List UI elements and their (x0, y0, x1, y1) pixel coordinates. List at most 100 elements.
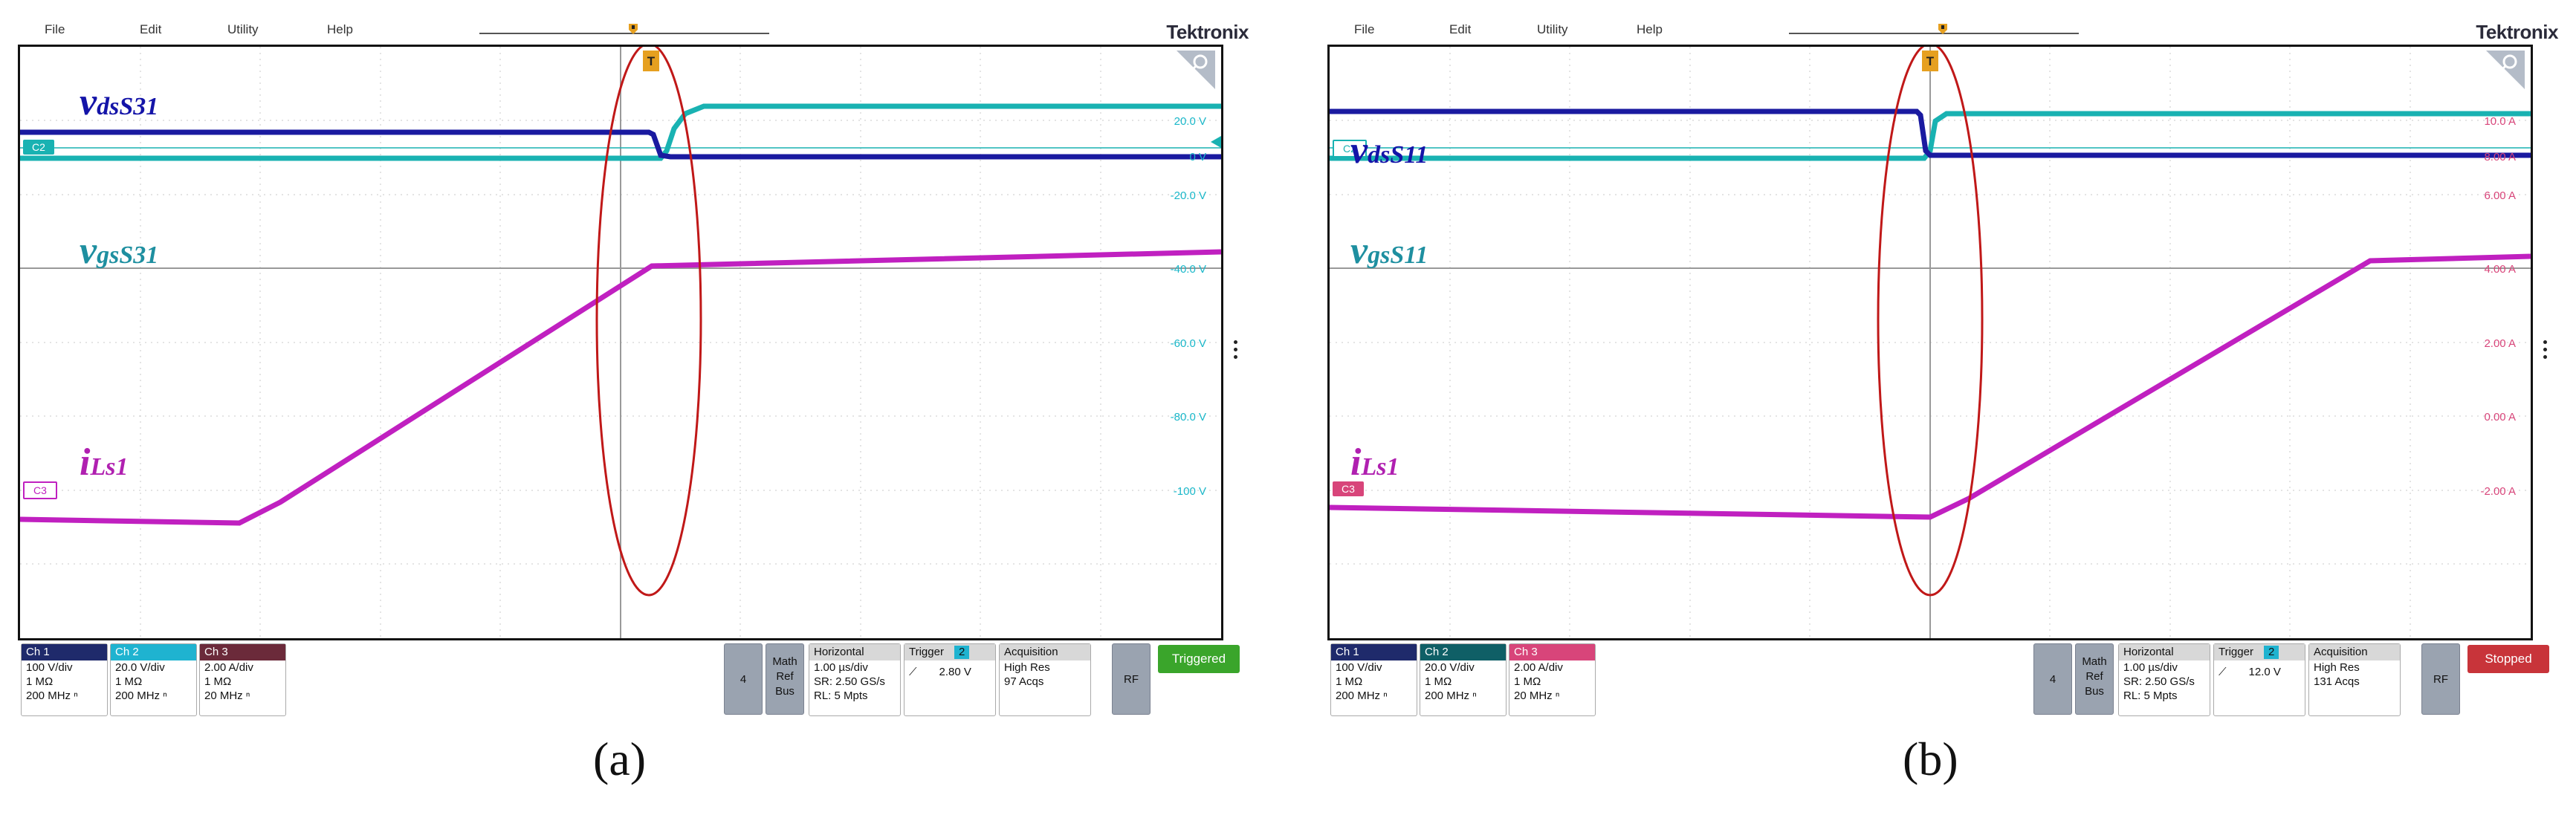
kebab-dot-1[interactable] (2543, 340, 2547, 344)
ch3-title: Ch 3 (200, 644, 285, 660)
math-ref-bus-button[interactable]: Math Ref Bus (766, 643, 804, 715)
ch2-title: Ch 2 (1420, 644, 1506, 660)
scale-label-1: 10.0 A (2484, 115, 2516, 128)
waveform-screen[interactable]: T C2 C3 20.0 V -20.0 V -40.0 V -60.0 V -… (18, 45, 1223, 640)
math-label: Math (772, 655, 797, 668)
acquisition-status-button[interactable]: Stopped (2467, 645, 2549, 673)
label-vgs: vgsS11 (1350, 230, 1428, 272)
label-vds: vdsS11 (1350, 129, 1428, 172)
kebab-dot-2[interactable] (2543, 348, 2547, 351)
ch3-trace (20, 249, 1221, 526)
ch3-settings[interactable]: Ch 3 2.00 A/div 1 MΩ 20 MHz ⁿ (199, 643, 286, 716)
record-view-bar[interactable] (1789, 33, 2079, 34)
channel-4-button[interactable]: 4 (724, 643, 763, 715)
ch1-title: Ch 1 (22, 644, 107, 660)
horizontal-settings[interactable]: Horizontal 1.00 µs/div SR: 2.50 GS/s RL:… (809, 643, 901, 716)
zoom-corner-icon (1177, 51, 1215, 89)
kebab-dot-3[interactable] (1234, 355, 1237, 359)
ch1-bandwidth: 200 MHz ⁿ (1336, 689, 1388, 702)
trigger-level: ⟋ 2.80 V (909, 666, 971, 678)
menu-help[interactable]: Help (1637, 22, 1663, 36)
rf-button[interactable]: RF (2421, 643, 2460, 715)
ref-label: Ref (776, 670, 794, 683)
label-vgs: vgsS31 (80, 230, 159, 272)
rising-edge-icon: ⟋ (2219, 666, 2227, 678)
trigger-source-badge: 2 (2263, 646, 2279, 659)
ch3-impedance: 1 MΩ (204, 675, 232, 688)
ch3-scale: 2.00 A/div (204, 661, 253, 674)
brand-text: Tektronix (1166, 21, 1249, 43)
acquisition-count: 131 Acqs (2314, 675, 2360, 688)
ch3-settings[interactable]: Ch 3 2.00 A/div 1 MΩ 20 MHz ⁿ (1509, 643, 1596, 716)
scale-label-4: -60.0 V (1170, 337, 1206, 350)
ch2-bandwidth: 200 MHz ⁿ (115, 689, 167, 702)
horizontal-record-length: RL: 5 Mpts (814, 689, 868, 702)
ch2-scale: 20.0 V/div (1425, 661, 1475, 674)
ch2-impedance: 1 MΩ (115, 675, 143, 688)
ch1-impedance: 1 MΩ (1336, 675, 1363, 688)
scale-label-6: -2.00 A (2480, 485, 2516, 498)
menu-edit[interactable]: Edit (1449, 22, 1472, 36)
ch1-bandwidth: 200 MHz ⁿ (26, 689, 78, 702)
kebab-dot-1[interactable] (1234, 340, 1237, 344)
ch3-badge[interactable]: C3 (23, 481, 57, 499)
ch3-scale: 2.00 A/div (1514, 661, 1563, 674)
scale-label-3: -40.0 V (1170, 263, 1206, 276)
record-view-bar[interactable] (479, 33, 769, 34)
rf-button[interactable]: RF (1112, 643, 1151, 715)
menu-utility[interactable]: Utility (227, 22, 259, 36)
ch2-settings[interactable]: Ch 2 20.0 V/div 1 MΩ 200 MHz ⁿ (1420, 643, 1507, 716)
acquisition-status-button[interactable]: Triggered (1158, 645, 1240, 673)
trigger-t-marker-icon: T (643, 51, 659, 71)
math-ref-bus-button[interactable]: Math Ref Bus (2075, 643, 2114, 715)
kebab-dot-3[interactable] (2543, 355, 2547, 359)
rising-edge-icon: ⟋ (909, 666, 917, 678)
ch2-trace (20, 103, 1221, 161)
math-label: Math (2082, 655, 2107, 668)
ch2-settings[interactable]: Ch 2 20.0 V/div 1 MΩ 200 MHz ⁿ (110, 643, 197, 716)
acquisition-count: 97 Acqs (1004, 675, 1044, 688)
panel-caption: (b) (1903, 733, 1958, 785)
ref-label: Ref (2085, 670, 2103, 683)
horizontal-settings[interactable]: Horizontal 1.00 µs/div SR: 2.50 GS/s RL:… (2118, 643, 2210, 716)
waveform-screen[interactable]: T C2 C3 10.0 A 6.00 A 4.00 A 2.00 A 0.00… (1327, 45, 2533, 640)
brand-logo: Tektronix (1166, 21, 1249, 44)
trigger-position-marker-icon[interactable] (629, 24, 638, 37)
horizontal-scale: 1.00 µs/div (814, 661, 868, 674)
label-vds: vdsS31 (80, 81, 159, 123)
menu-help[interactable]: Help (327, 22, 353, 36)
menu-edit[interactable]: Edit (140, 22, 162, 36)
channel-4-button[interactable]: 4 (2033, 643, 2072, 715)
trigger-position-marker-icon[interactable] (1938, 24, 1947, 37)
trigger-settings[interactable]: Trigger 2 ⟋ 2.80 V (904, 643, 996, 716)
brand-text: Tektronix (2476, 21, 2558, 43)
trigger-settings[interactable]: Trigger 2 ⟋ 12.0 V (2213, 643, 2305, 716)
menu-utility[interactable]: Utility (1537, 22, 1568, 36)
ch1-settings[interactable]: Ch 1 100 V/div 1 MΩ 200 MHz ⁿ (21, 643, 108, 716)
acquisition-settings[interactable]: Acquisition High Res 97 Acqs (999, 643, 1091, 716)
menu-file[interactable]: File (1354, 22, 1375, 36)
kebab-dot-2[interactable] (1234, 348, 1237, 351)
svg-text:T: T (1926, 54, 1935, 68)
ch3-title: Ch 3 (1509, 644, 1595, 660)
panel-b: File Edit Utility Help Tektronix T (1310, 0, 2573, 818)
ch3-badge[interactable]: C3 (1333, 481, 1364, 496)
panel-a: File Edit Utility Help Tektronix (0, 0, 1263, 818)
zoom-corner-icon (2486, 51, 2525, 89)
acquisition-title: Acquisition (2309, 644, 2400, 660)
scale-label-2: 6.00 A (2484, 189, 2516, 202)
horizontal-scale: 1.00 µs/div (2123, 661, 2178, 674)
ch1-scale: 100 V/div (1336, 661, 1382, 674)
ch3-impedance: 1 MΩ (1514, 675, 1541, 688)
ch1-trace (1330, 108, 2531, 158)
ch1-settings[interactable]: Ch 1 100 V/div 1 MΩ 200 MHz ⁿ (1330, 643, 1417, 716)
ch2-offset-arrow-icon (1211, 136, 1221, 148)
ch3-bandwidth: 20 MHz ⁿ (1514, 689, 1560, 702)
horizontal-title: Horizontal (2119, 644, 2210, 660)
ch2-badge[interactable]: C2 (1333, 140, 1367, 158)
ch2-badge[interactable]: C2 (23, 140, 54, 155)
switching-highlight-ellipse (1877, 47, 1984, 597)
menu-file[interactable]: File (45, 22, 65, 36)
acquisition-settings[interactable]: Acquisition High Res 131 Acqs (2308, 643, 2401, 716)
settings-bar: Ch 1 100 V/div 1 MΩ 200 MHz ⁿ Ch 2 20.0 … (18, 643, 1244, 718)
